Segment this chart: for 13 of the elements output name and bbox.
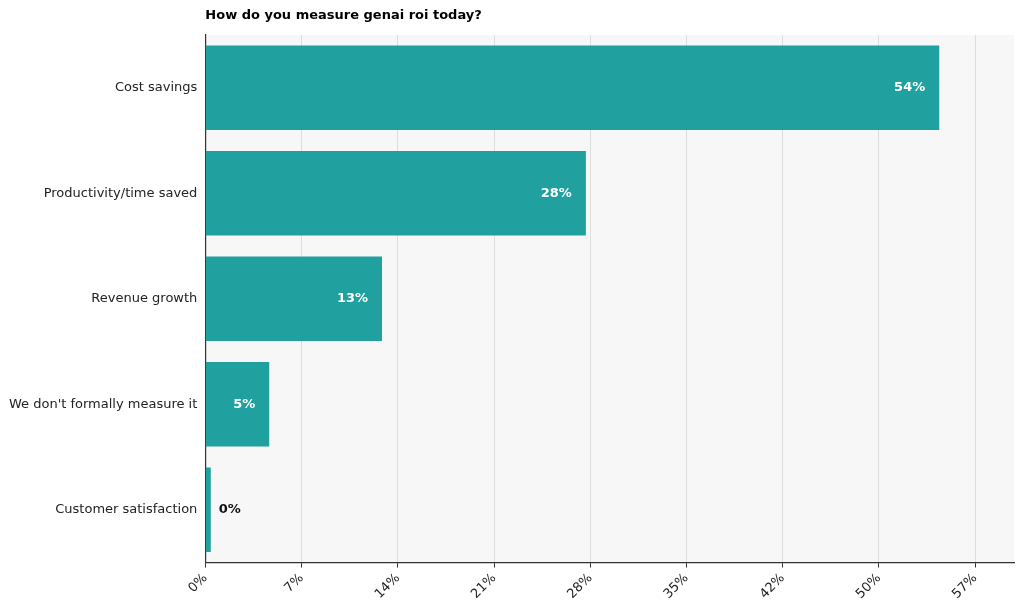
data-label: 0% — [218, 501, 241, 517]
y-tick-label: Customer satisfaction — [55, 501, 198, 517]
y-tick-label: We don't formally measure it — [8, 395, 198, 411]
y-tick-label: Revenue growth — [91, 290, 198, 306]
data-label: 28% — [540, 184, 572, 200]
x-tick-label: 7% — [280, 569, 307, 596]
y-tick-label: Cost savings — [114, 79, 198, 95]
x-tick-label: 0% — [184, 569, 210, 596]
data-label: 13% — [336, 290, 369, 306]
data-label: 5% — [233, 395, 256, 411]
data-label: 54% — [894, 79, 926, 95]
y-tick-label: Productivity/time saved — [43, 184, 198, 200]
chart-title: How do you measure genai roi today? — [205, 7, 482, 23]
